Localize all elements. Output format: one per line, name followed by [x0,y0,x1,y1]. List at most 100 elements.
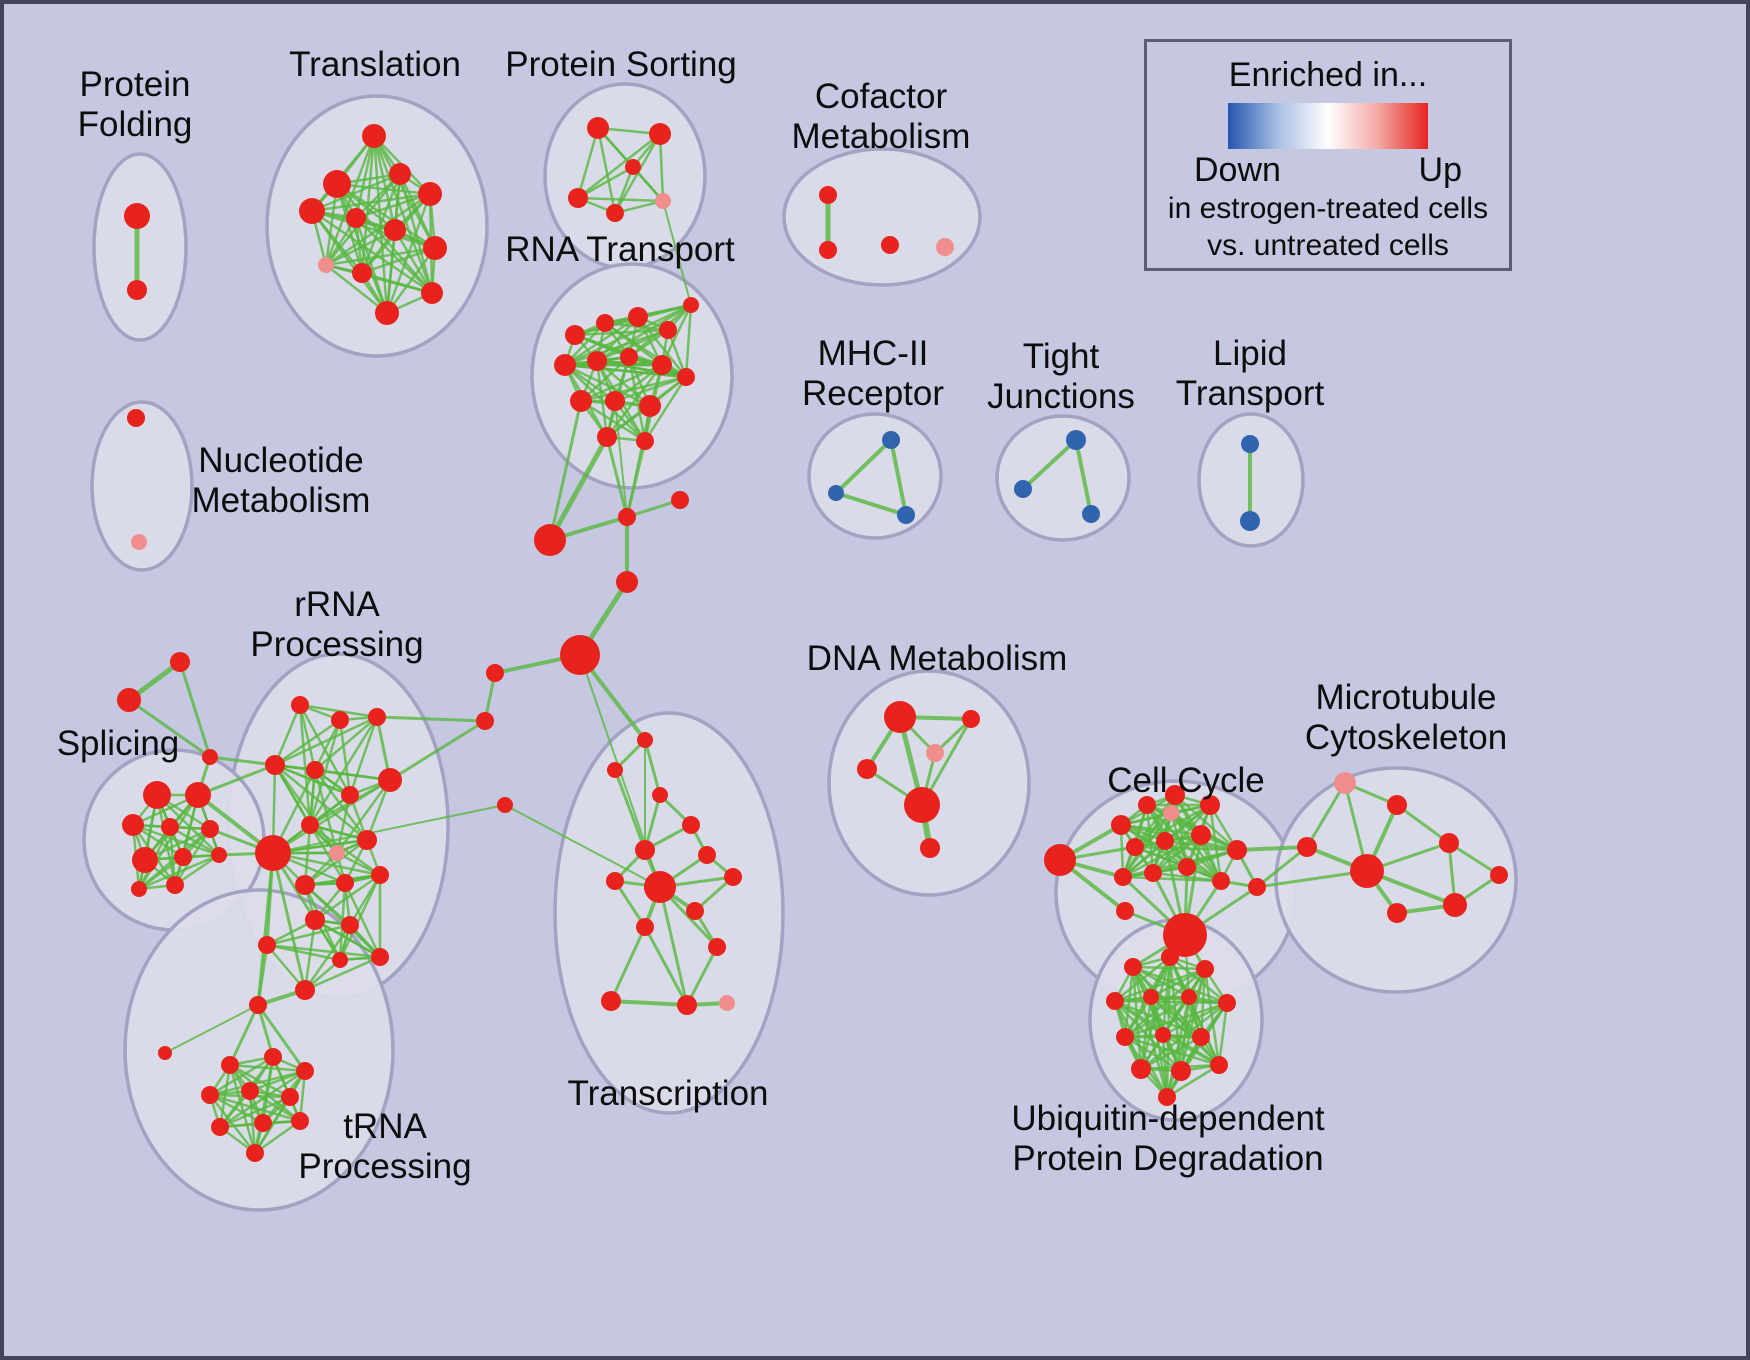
network-edge [265,923,352,947]
gene-set-node-red [371,948,389,966]
cluster-label-dna-metabolism: DNA Metabolism [807,639,1068,678]
network-edge [1139,995,1153,1071]
network-edge [298,703,379,719]
gene-set-node-red [378,768,402,792]
network-edge [256,943,269,1007]
network-edge [1121,833,1203,879]
cluster-label-mhc-ii-receptor: Receptor [802,374,944,413]
network-edge [1133,845,1239,852]
gene-set-node-red [606,204,624,222]
gene-set-node-blue [1014,480,1032,498]
network-edge [889,438,908,517]
gene-set-node-red [421,282,443,304]
gene-set-node-red [644,871,676,903]
cluster-label-ubiquitin-degradation: Protein Degradation [1012,1139,1323,1178]
gene-set-node-red [677,995,697,1015]
network-edge [1074,438,1093,516]
network-edge [1123,995,1191,1039]
gene-set-node-pink [131,534,147,550]
gene-set-node-red [291,1112,309,1130]
network-edge [137,793,200,891]
legend-gradient-bar [1228,103,1428,149]
network-edge [1133,803,1212,849]
cluster-label-translation: Translation [289,45,461,84]
network-edge [605,435,629,519]
gene-set-node-red [628,307,648,327]
cluster-ellipse-microtubule-cytoskeleton [1274,766,1518,994]
network-edge [1151,833,1203,875]
network-edge [308,768,317,827]
network-edge [547,434,610,543]
network-edge [313,873,382,922]
network-edge [1395,803,1451,845]
network-edge [563,328,670,367]
cluster-ellipse-tight-junctions [995,414,1131,542]
network-edge [1161,1001,1229,1037]
gene-set-node-red [185,782,211,808]
network-edge [1123,1035,1183,1073]
gene-set-node-red [625,159,641,175]
gene-set-node-red [659,321,677,339]
gene-set-node-red [371,866,389,884]
gene-set-node-red [254,1114,272,1132]
gene-set-node-red [920,838,940,858]
gene-set-node-red [258,936,276,954]
legend-title: Enriched in... [1228,56,1428,94]
cluster-label-cofactor-metabolism: Cofactor [815,77,948,116]
gene-set-node-red [295,980,315,1000]
gene-set-node-blue [1082,505,1100,523]
network-edge [324,192,432,267]
gene-set-node-red [476,712,494,730]
gene-set-node-red [568,188,588,208]
network-edge [1121,839,1167,879]
gene-set-node-blue [828,485,844,501]
network-edge [137,855,185,891]
network-edge [273,703,302,767]
network-edge [685,945,719,1007]
network-edge [208,1055,275,1097]
gene-set-node-pink [318,257,334,273]
cluster-label-rrna-processing: rRNA [294,585,380,624]
network-edge [348,715,379,797]
gene-set-node-red [652,787,668,803]
network-edge [354,192,432,220]
network-edge [595,359,688,379]
network-edge [354,216,389,315]
gene-set-node-red [486,664,504,682]
network-edge [155,793,177,887]
gene-set-node-red [117,688,141,712]
gene-set-node-red [587,351,607,371]
gene-set-node-red [331,711,349,729]
network-edge [613,375,688,403]
network-edge [579,363,664,403]
gene-set-node-red [1387,903,1407,923]
network-edge [576,126,600,200]
network-edge [1113,955,1172,1003]
network-edge [313,718,342,772]
gene-set-node-red [122,814,144,836]
gene-set-node-red [1181,989,1197,1005]
network-edge [643,375,688,443]
gene-set-node-red [1106,992,1124,1010]
network-edge [605,363,664,439]
gene-set-node-red [211,847,227,863]
network-edge [1208,803,1223,883]
gene-set-node-red [281,1088,299,1106]
gene-set-node-red [166,876,184,894]
cluster-label-cell-cycle: Cell Cycle [1107,761,1265,800]
gene-set-node-red [341,916,359,934]
gene-set-node-red [211,1118,229,1136]
gene-set-node-red [202,749,218,765]
network-edge [313,715,379,772]
gene-set-node-red [201,1086,219,1104]
gene-set-node-red [158,1046,172,1060]
network-edge [388,719,487,782]
network-edge [576,132,662,200]
network-edge [271,851,307,992]
network-edge [375,715,487,723]
network-edge [303,823,312,887]
network-edge [1151,871,1223,883]
network-edge [625,498,682,519]
network-edge [603,321,688,379]
